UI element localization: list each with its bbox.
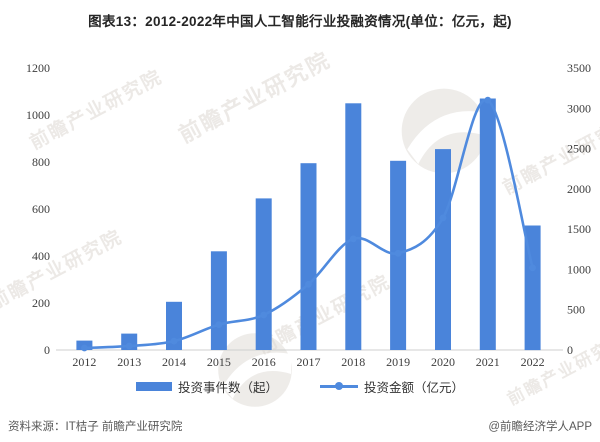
bar-2016: [255, 198, 272, 350]
line-point-2019: [394, 249, 402, 257]
right-axis-tick: 2500: [567, 142, 591, 156]
bar-2018: [345, 103, 362, 351]
right-axis-tick: 0: [567, 343, 573, 357]
line-swatch-dot-icon: [335, 382, 343, 390]
bar-2017: [300, 163, 317, 350]
right-axis-tick: 2000: [567, 182, 591, 196]
x-axis-label-2019: 2019: [386, 355, 410, 369]
left-axis-tick: 0: [44, 343, 50, 357]
line-point-2022: [529, 264, 536, 272]
bar-2015: [210, 251, 227, 350]
line-point-2018: [349, 235, 357, 243]
x-axis-label-2021: 2021: [476, 355, 500, 369]
x-axis-label-2014: 2014: [162, 355, 186, 369]
legend-label-events: 投资事件数（起）: [177, 381, 278, 395]
line-point-2021: [484, 96, 492, 104]
line-point-2020: [439, 214, 447, 222]
bar-2022: [524, 225, 541, 351]
left-axis-tick: 600: [32, 202, 50, 216]
x-axis-label-2022: 2022: [521, 355, 545, 369]
source-text: 资料来源：IT桔子 前瞻产业研究院: [8, 421, 183, 433]
x-axis-label-2012: 2012: [72, 355, 96, 369]
right-axis-tick: 1500: [567, 222, 591, 236]
legend-item-events: 投资事件数（起）: [135, 377, 278, 396]
credit-text: @前瞻经济学人APP: [488, 421, 592, 433]
line-point-2013: [125, 342, 133, 350]
left-axis-tick: 1000: [26, 108, 50, 122]
right-axis-tick: 1000: [567, 262, 591, 276]
bar-2020: [435, 149, 451, 350]
x-axis-label-2013: 2013: [117, 355, 141, 369]
bar-2014: [166, 301, 182, 350]
x-axis-label-2020: 2020: [431, 355, 455, 369]
line-point-2014: [170, 337, 178, 345]
right-axis-tick: 3000: [567, 101, 591, 115]
right-axis-tick: 500: [567, 303, 585, 317]
line-point-2016: [260, 311, 268, 319]
x-axis-label-2018: 2018: [341, 355, 365, 369]
x-axis-label-2015: 2015: [207, 355, 231, 369]
line-point-2017: [305, 280, 312, 288]
right-axis-tick: 3500: [567, 61, 591, 75]
chart-title: 图表13：2012-2022年中国人工智能行业投融资情况(单位：亿元，起): [88, 14, 512, 29]
legend-item-amount: 投资金额（亿元）: [320, 377, 464, 396]
x-axis-label-2016: 2016: [252, 355, 276, 369]
line-point-2012: [81, 344, 88, 352]
line-point-2015: [215, 321, 223, 328]
left-axis-tick: 800: [32, 155, 50, 169]
bar-swatch-icon: [135, 382, 172, 391]
left-axis-tick: 200: [32, 296, 50, 310]
x-axis-label-2017: 2017: [297, 355, 321, 369]
bar-2021: [479, 98, 496, 350]
left-axis-tick: 1200: [26, 61, 50, 75]
chart-legend: 投资事件数（起） 投资金额（亿元）: [0, 377, 600, 396]
line-swatch-icon: [320, 382, 358, 390]
left-axis-tick: 400: [32, 249, 50, 263]
legend-label-amount: 投资金额（亿元）: [364, 381, 465, 395]
